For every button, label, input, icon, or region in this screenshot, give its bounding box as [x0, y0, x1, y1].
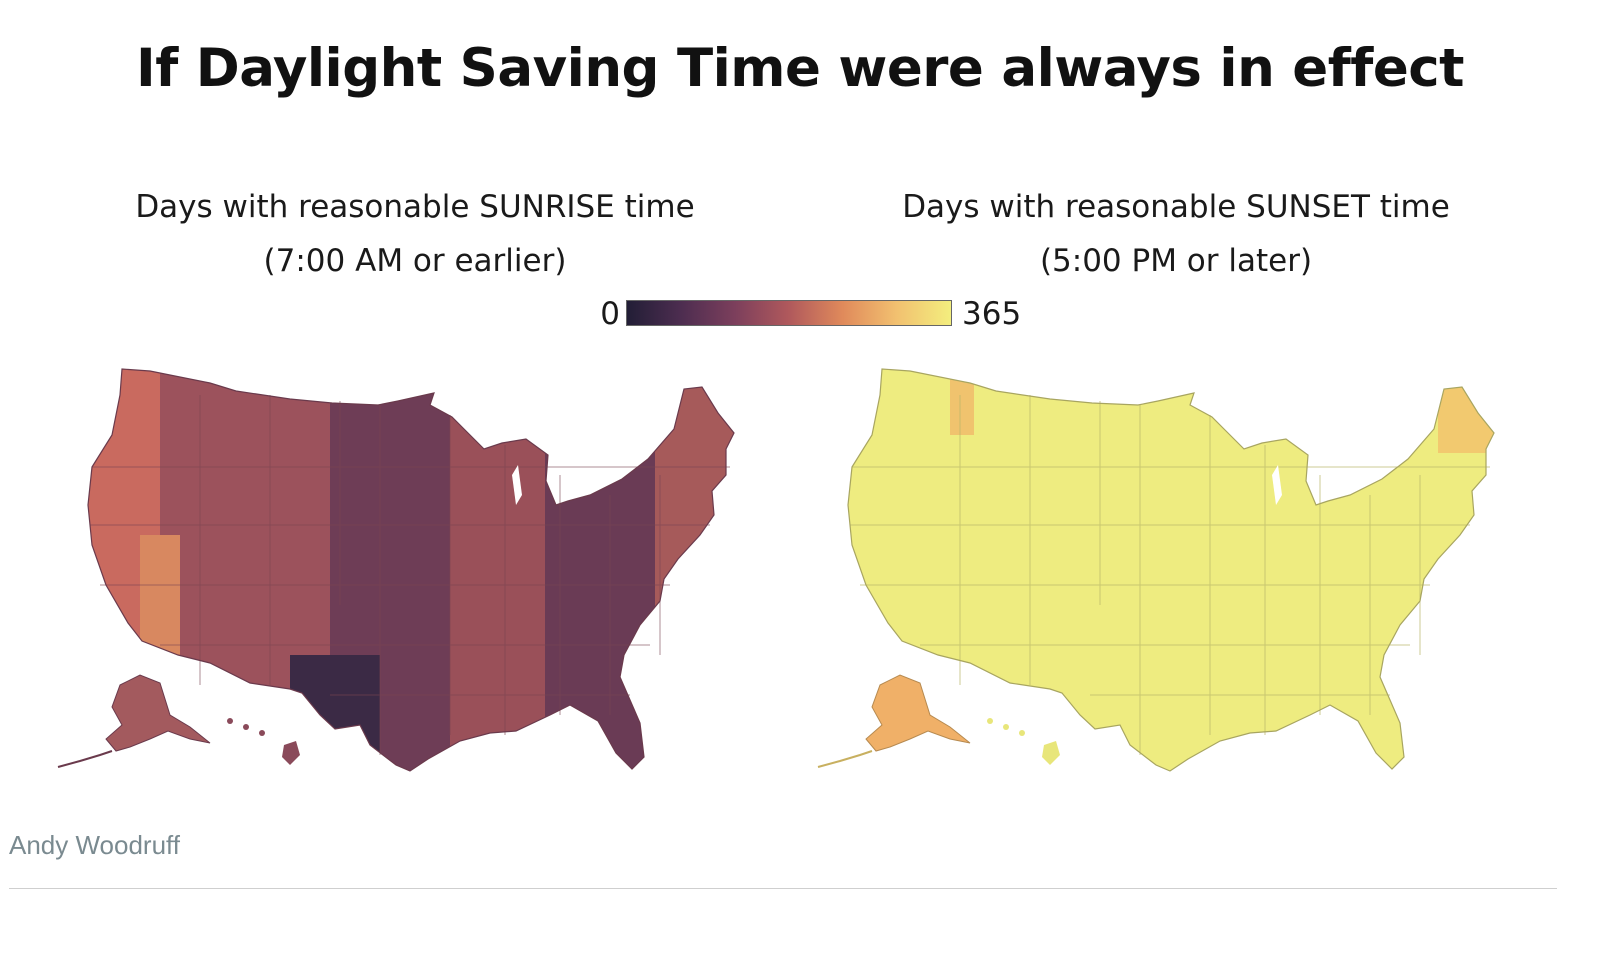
sunset-state-borders: [850, 395, 1490, 755]
sunset-subtitle-line2: (5:00 PM or later): [1039, 243, 1313, 279]
divider-rule: [9, 888, 1557, 889]
sunrise-map-subtitle: Days with reasonable SUNRISE time (7:00 …: [65, 180, 765, 288]
sunrise-subtitle-line2: (7:00 AM or earlier): [263, 243, 567, 279]
sunset-us-outline: [847, 368, 1495, 772]
legend-max-label: 365: [962, 296, 1022, 332]
eastern-zone-east: [655, 369, 734, 771]
legend-gradient-bar: [626, 300, 952, 326]
west-texas-zone: [290, 655, 380, 771]
sunrise-aleutians: [57, 750, 113, 768]
sunset-subtitle-line1: Days with reasonable SUNSET time: [902, 189, 1450, 225]
sunrise-hawaii: [227, 718, 300, 765]
sunset-aleutians: [817, 750, 873, 768]
mountain-zone: [160, 369, 330, 771]
sunset-map: [817, 368, 1495, 772]
sunset-hawaii: [987, 718, 1060, 765]
sunrise-subtitle-line1: Days with reasonable SUNRISE time: [135, 189, 695, 225]
idaho-panhandle: [950, 375, 974, 435]
central-zone-east: [450, 369, 545, 771]
sunset-alaska: [865, 674, 971, 752]
sunrise-lake-michigan: [512, 465, 522, 505]
sunrise-state-borders: [90, 395, 730, 755]
color-legend: 0 365: [590, 292, 1040, 336]
sunrise-map: [57, 368, 735, 772]
page-title: If Daylight Saving Time were always in e…: [135, 38, 1465, 99]
legend-min-label: 0: [600, 296, 620, 332]
sunset-map-subtitle: Days with reasonable SUNSET time (5:00 P…: [826, 180, 1526, 288]
sunset-lake-michigan: [1272, 465, 1282, 505]
sunrise-us-outline: [87, 368, 735, 772]
sunrise-alaska: [105, 674, 211, 752]
author-credit: Andy Woodruff: [9, 830, 181, 860]
